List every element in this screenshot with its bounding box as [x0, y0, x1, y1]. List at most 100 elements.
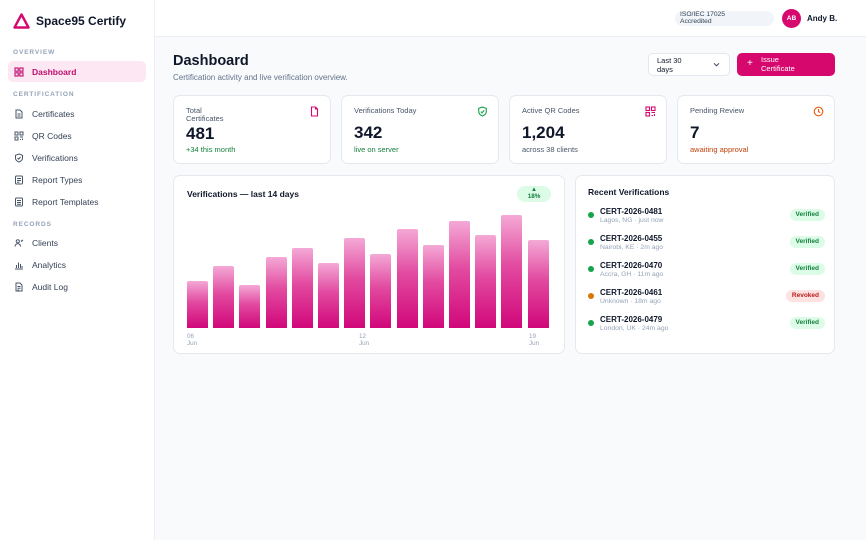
clock-icon — [813, 106, 824, 117]
stat-value: 481 — [186, 124, 215, 143]
x-tick-month: Jun — [359, 340, 370, 347]
certificate-id: CERT-2026-0470 — [600, 261, 663, 270]
x-tick-label: 12 Jun — [359, 333, 369, 347]
sidebar-item-label: Verifications — [32, 152, 78, 163]
verification-row[interactable]: CERT-2026-0455 Nairobi, KE · 2m ago Veri… — [587, 234, 825, 256]
log-icon — [15, 282, 23, 291]
status-dot — [588, 239, 594, 245]
recent-title: Recent Verifications — [588, 187, 670, 197]
status-badge: Verified — [789, 209, 825, 221]
top-bar: ISO/IEC 17025 Accredited AB Andy B. — [155, 0, 866, 37]
accreditation-badge: ISO/IEC 17025 Accredited — [675, 11, 774, 26]
section-label-records: RECORDS — [13, 221, 52, 228]
stat-label: Pending Review — [690, 106, 745, 115]
status-dot — [588, 212, 594, 218]
verification-row[interactable]: CERT-2026-0470 Accra, GH · 11m ago Verif… — [587, 261, 825, 283]
sidebar-item-analytics[interactable]: Analytics — [8, 254, 146, 275]
stat-sub: awaiting approval — [690, 145, 749, 154]
trend-value: 18% — [527, 192, 541, 200]
avatar[interactable]: AB — [782, 9, 801, 28]
user-name[interactable]: Andy B. — [807, 14, 838, 23]
x-tick-label: 19 Jun — [529, 333, 539, 347]
page-title: Dashboard — [173, 53, 249, 69]
chart-bar — [527, 240, 549, 328]
brand[interactable]: Space95 Certify — [13, 13, 126, 29]
status-dot — [588, 266, 594, 272]
document-icon — [310, 106, 319, 117]
verification-meta: Lagos, NG · just now — [600, 217, 664, 224]
verification-meta: Unknown · 18m ago — [600, 298, 661, 305]
recent-verifications-card: Recent Verifications CERT-2026-0481 Lago… — [575, 175, 835, 354]
issue-certificate-button[interactable]: + Issue Certificate — [737, 53, 835, 76]
chart-bar — [396, 229, 418, 328]
stat-label: Total Certificates — [186, 106, 256, 124]
qr-icon — [645, 106, 656, 117]
x-tick-day: 12 — [359, 333, 367, 340]
sidebar-item-report-types[interactable]: Report Types — [8, 169, 146, 190]
sidebar-item-dashboard[interactable]: Dashboard — [8, 61, 146, 82]
sidebar-item-qr-codes[interactable]: QR Codes — [8, 125, 146, 146]
sidebar-item-clients[interactable]: Clients — [8, 232, 146, 253]
chart-title: Verifications — last 14 days — [187, 189, 299, 199]
triangle-logo-icon — [13, 13, 30, 29]
chart-bar — [213, 266, 235, 328]
verification-row[interactable]: CERT-2026-0461 Unknown · 18m ago Revoked — [587, 288, 825, 310]
status-badge: Verified — [789, 317, 825, 329]
stat-label: Active QR Codes — [522, 106, 580, 115]
page-subtitle: Certification activity and live verifica… — [173, 73, 348, 82]
template-icon — [15, 197, 23, 206]
grid-icon — [14, 66, 24, 77]
plus-icon: + — [747, 58, 753, 69]
shield-check-icon — [478, 106, 487, 117]
chart-bar — [449, 221, 470, 328]
brand-name: Space95 Certify — [36, 14, 127, 28]
chevron-down-icon — [713, 62, 720, 67]
x-tick-label: 06 Jun — [187, 333, 197, 347]
chart-bar — [265, 257, 287, 328]
stat-card-verifications-today[interactable]: Verifications Today 342 live on server — [341, 95, 499, 164]
chart-bar — [187, 281, 208, 328]
status-dot — [588, 320, 594, 326]
issue-button-label-1: Issue — [761, 55, 779, 64]
certificate-id: CERT-2026-0455 — [600, 234, 663, 243]
document-icon — [15, 109, 23, 118]
trend-up-icon: ▲ — [530, 186, 538, 193]
sidebar-item-report-templates[interactable]: Report Templates — [8, 191, 146, 212]
verification-meta: London, UK · 24m ago — [600, 325, 669, 332]
status-badge: Revoked — [785, 290, 825, 302]
date-range-unit: days — [657, 64, 673, 74]
sidebar-item-label: Report Types — [32, 174, 83, 185]
bar-chart — [186, 214, 553, 328]
stat-label-line: Total — [186, 106, 202, 115]
sidebar-item-audit-log[interactable]: Audit Log — [8, 276, 146, 297]
sidebar-item-certificates[interactable]: Certificates — [8, 103, 146, 124]
verification-meta: Nairobi, KE · 2m ago — [600, 244, 664, 251]
certificate-id: CERT-2026-0479 — [600, 315, 663, 324]
sidebar-item-label: QR Codes — [32, 130, 72, 141]
stat-sub: across 38 clients — [522, 145, 578, 154]
users-icon — [14, 238, 24, 247]
stat-value: 7 — [690, 123, 700, 142]
date-range-select[interactable]: Last 30 days — [648, 53, 730, 76]
sidebar-item-label: Report Templates — [32, 196, 99, 207]
chart-bar — [370, 254, 392, 328]
sidebar-item-label: Certificates — [32, 108, 75, 119]
stat-card-total-certificates[interactable]: Total Certificates 481 +34 this month — [173, 95, 331, 164]
verification-row[interactable]: CERT-2026-0481 Lagos, NG · just now Veri… — [587, 207, 825, 229]
stat-label: Verifications Today — [354, 106, 417, 115]
x-tick-day: 06 — [187, 333, 195, 340]
stat-sub: live on server — [354, 145, 399, 154]
trend-badge: ▲ 18% — [517, 186, 551, 202]
chart-bar — [501, 215, 523, 328]
status-dot — [588, 293, 594, 299]
verifications-chart-card: Verifications — last 14 days ▲ 18% 06 Ju… — [173, 175, 565, 354]
section-label-certification: CERTIFICATION — [13, 91, 75, 98]
list-icon — [15, 175, 23, 184]
verification-row[interactable]: CERT-2026-0479 London, UK · 24m ago Veri… — [587, 315, 825, 337]
stat-card-active-qr-codes[interactable]: Active QR Codes 1,204 across 38 clients — [509, 95, 667, 164]
section-label-overview: OVERVIEW — [13, 49, 56, 56]
stat-card-pending-review[interactable]: Pending Review 7 awaiting approval — [677, 95, 835, 164]
chart-bar — [475, 235, 497, 328]
stat-value: 342 — [354, 123, 383, 142]
sidebar-item-verifications[interactable]: Verifications — [8, 147, 146, 168]
